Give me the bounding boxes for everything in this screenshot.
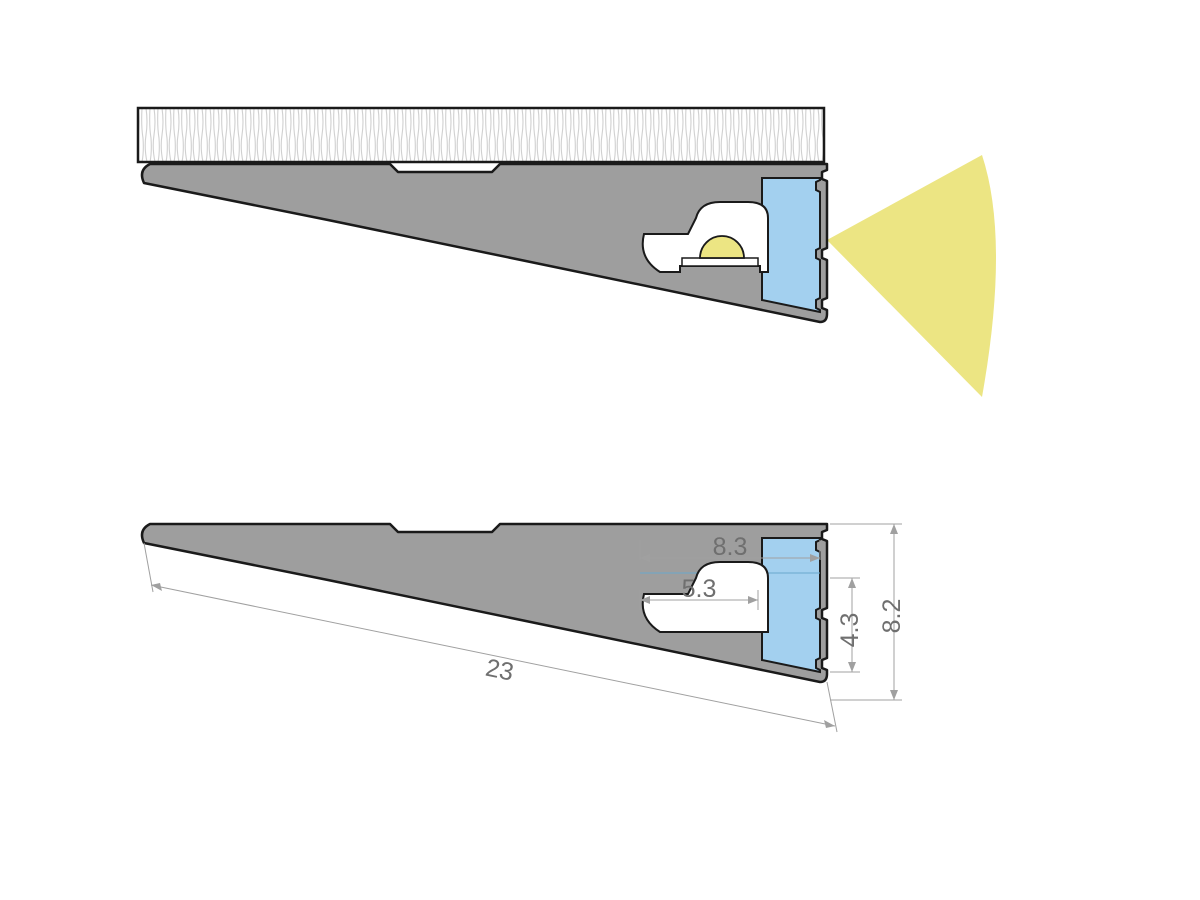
technical-drawing: 8.3 5.3 23 4.3 8.2: [0, 0, 1200, 900]
dim-inner-height: 4.3: [830, 578, 864, 672]
pcb-top: [682, 258, 758, 266]
dim-channel-width-label: 8.3: [713, 533, 748, 561]
diffuser-top: [762, 178, 820, 312]
dim-full-height: 8.2: [830, 524, 906, 700]
dim-inner-height-label: 4.3: [836, 613, 864, 648]
wood-shelf: [138, 108, 824, 162]
top-view: [138, 108, 996, 397]
light-beam: [827, 155, 996, 397]
dim-full-height-label: 8.2: [878, 599, 906, 634]
dim-cavity-width-label: 5.3: [682, 575, 717, 603]
dim-full-width-label: 23: [483, 654, 516, 687]
